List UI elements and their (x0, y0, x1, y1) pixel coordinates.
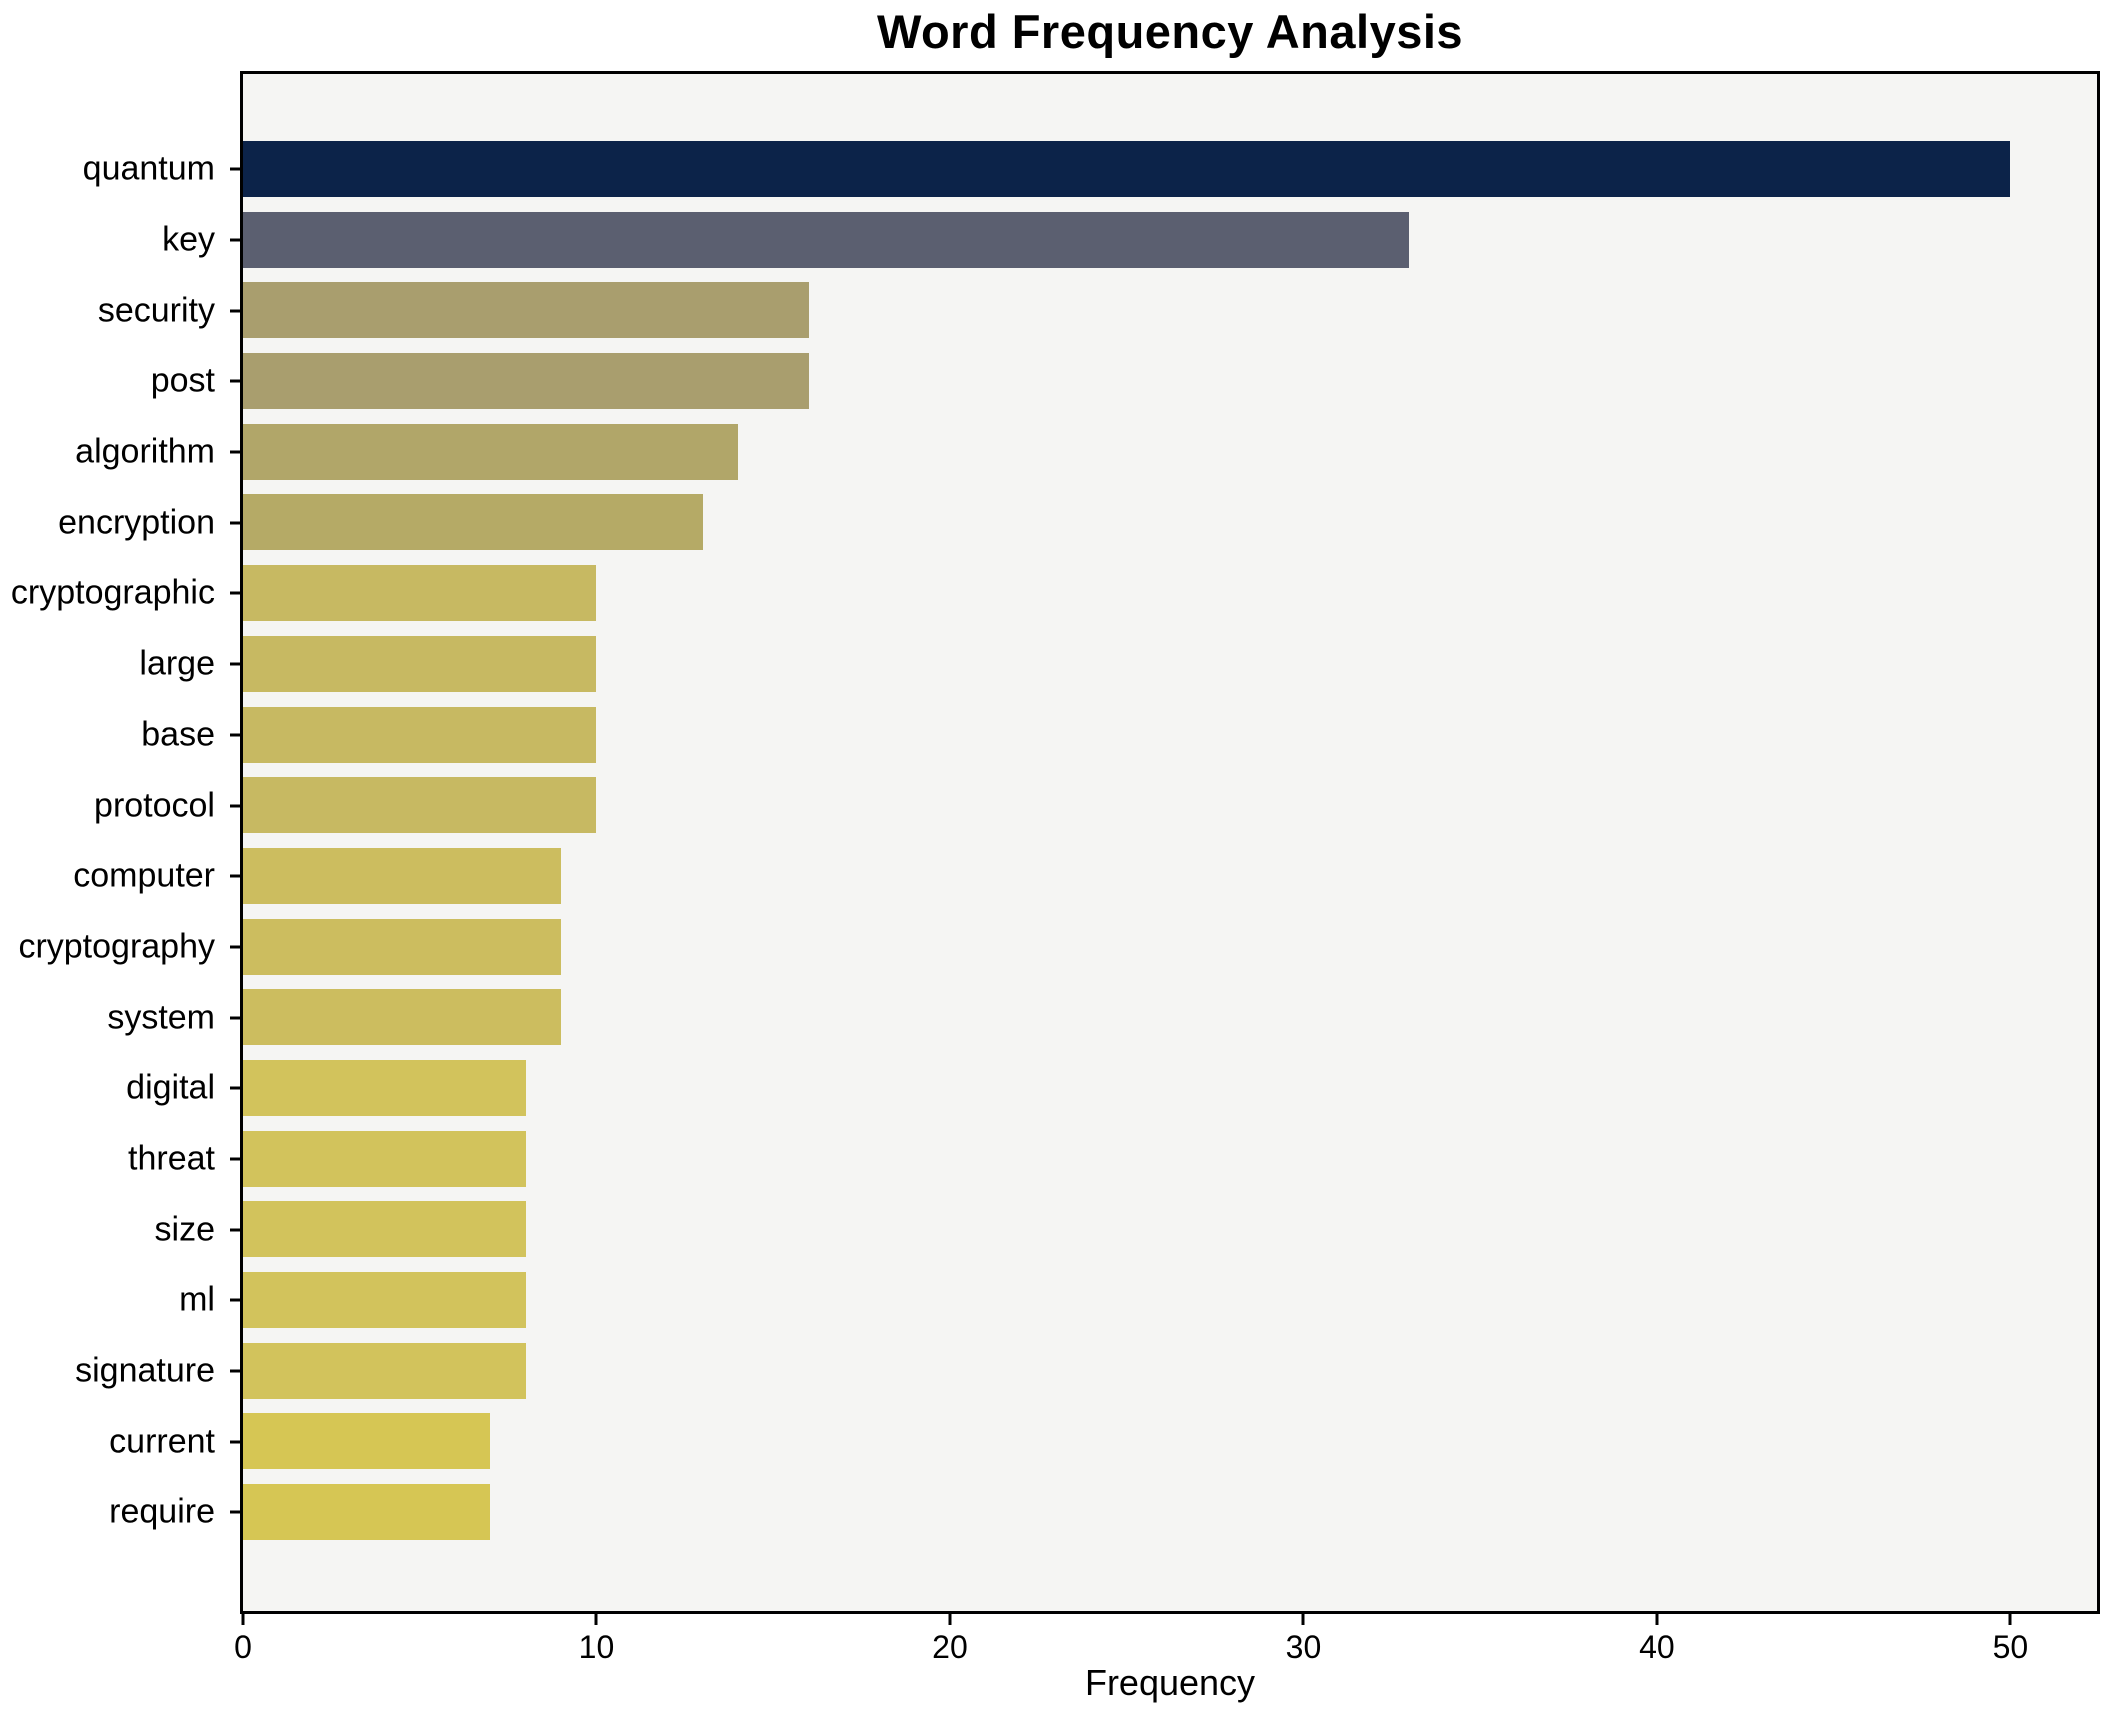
y-tick-mark (230, 945, 240, 949)
x-tick-mark (1655, 1614, 1659, 1625)
bar-system (243, 989, 562, 1046)
y-tick-label-base: base (141, 715, 215, 754)
y-tick-mark (230, 309, 240, 313)
bar-row-require: require (109, 1477, 2097, 1548)
y-tick-label-threat: threat (128, 1139, 215, 1178)
y-tick-label-ml: ml (179, 1280, 215, 1319)
y-tick-label-security: security (97, 291, 215, 330)
y-tick-label-large: large (139, 644, 215, 683)
bar-signature (243, 1342, 526, 1399)
x-axis-label: Frequency (1084, 1662, 1256, 1703)
bar-rows: quantum key security post algorithm encryptio… (11, 74, 2097, 1611)
y-tick-label-require: require (109, 1492, 215, 1531)
bar-row-encryption: encryption (58, 487, 2097, 558)
bar-row-cryptography: cryptography (18, 912, 2097, 983)
x-tick-label: 10 (578, 1629, 615, 1665)
bar-computer (243, 847, 562, 904)
y-tick-label-cryptographic: cryptographic (10, 573, 215, 612)
y-tick-mark (230, 1510, 240, 1514)
bar-row-protocol: protocol (94, 770, 2097, 841)
x-tick-mark (2008, 1614, 2012, 1625)
bar-row-quantum: quantum (83, 134, 2097, 205)
bar-row-cryptographic: cryptographic (11, 558, 2097, 629)
y-tick-mark (230, 1157, 240, 1161)
bar-threat (243, 1130, 526, 1187)
y-tick-label-current: current (109, 1422, 215, 1461)
y-tick-label-system: system (107, 998, 215, 1037)
bar-size (243, 1201, 526, 1258)
x-tick-mark (594, 1614, 598, 1625)
bar-row-digital: digital (126, 1053, 2097, 1124)
y-tick-mark (230, 1228, 240, 1232)
bar-post (243, 353, 809, 410)
y-tick-label-cryptography: cryptography (18, 927, 215, 966)
bar-key (243, 211, 1410, 268)
y-tick-mark (230, 733, 240, 737)
y-tick-label-encryption: encryption (58, 503, 215, 542)
y-tick-mark (230, 591, 240, 595)
y-tick-label-computer: computer (73, 856, 215, 895)
y-tick-label-digital: digital (126, 1068, 215, 1107)
y-tick-label-key: key (162, 220, 215, 259)
plot-area: quantum key security post algorithm encryptio… (11, 71, 2100, 1665)
y-tick-mark (230, 238, 240, 242)
x-tick-label: 20 (932, 1629, 968, 1665)
bar-row-large: large (139, 629, 2097, 700)
bar-current (243, 1413, 491, 1470)
y-tick-mark (230, 874, 240, 878)
bar-row-computer: computer (73, 841, 2097, 912)
x-tick-label: 40 (1639, 1629, 1675, 1665)
bar-quantum (243, 141, 2011, 197)
bar-protocol (243, 777, 597, 834)
bar-security (243, 282, 809, 339)
y-tick-mark (230, 521, 240, 525)
y-tick-mark (230, 1298, 240, 1302)
bar-digital (243, 1059, 526, 1116)
bar-row-current: current (109, 1406, 2097, 1477)
bar-row-post: post (151, 346, 2097, 417)
bar-row-ml: ml (179, 1265, 2097, 1336)
y-tick-mark (230, 450, 240, 454)
x-tick-mark (948, 1614, 952, 1625)
y-tick-mark (230, 1016, 240, 1020)
bar-row-base: base (141, 700, 2097, 771)
bar-require (243, 1484, 491, 1541)
bar-row-algorithm: algorithm (75, 417, 2097, 488)
y-tick-label-algorithm: algorithm (75, 432, 215, 471)
y-tick-mark (230, 662, 240, 666)
x-tick-label: 0 (234, 1629, 252, 1665)
bar-row-threat: threat (128, 1124, 2097, 1195)
x-tick-label: 50 (1992, 1629, 2029, 1665)
bar-encryption (243, 494, 703, 551)
y-tick-label-signature: signature (75, 1351, 215, 1390)
y-tick-mark (230, 1369, 240, 1373)
bar-cryptographic (243, 565, 597, 622)
y-tick-label-post: post (150, 361, 215, 400)
y-tick-mark (230, 379, 240, 383)
chart-title: Word Frequency Analysis (876, 5, 1464, 58)
bar-cryptography (243, 918, 562, 975)
bar-algorithm (243, 423, 738, 480)
x-tick-mark (241, 1614, 245, 1625)
y-tick-label-quantum: quantum (82, 149, 215, 188)
y-tick-label-size: size (154, 1210, 215, 1249)
bar-large (243, 635, 597, 692)
x-tick-mark (1301, 1614, 1305, 1625)
y-tick-label-protocol: protocol (94, 786, 215, 825)
y-tick-mark (230, 167, 240, 171)
bar-row-size: size (155, 1194, 2097, 1265)
bar-row-security: security (98, 275, 2097, 346)
x-tick-label: 30 (1285, 1629, 1322, 1665)
y-tick-mark (230, 804, 240, 808)
bar-ml (243, 1272, 526, 1328)
y-tick-mark (230, 1440, 240, 1444)
bar-base (243, 706, 597, 763)
y-tick-mark (230, 1086, 240, 1090)
bar-row-signature: signature (75, 1336, 2097, 1407)
bar-row-key: key (162, 205, 2097, 276)
bar-row-system: system (107, 982, 2097, 1053)
